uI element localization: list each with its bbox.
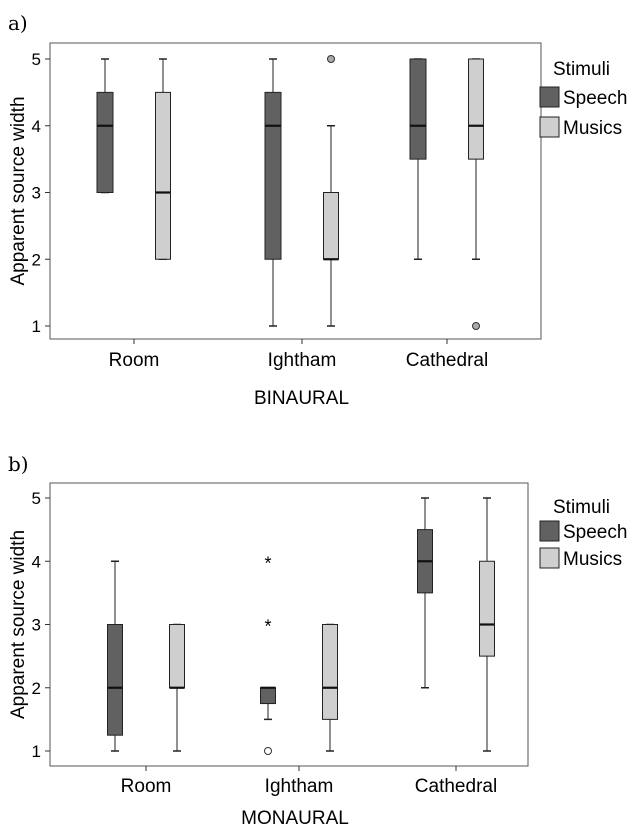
legend: Stimuli Speech Musics bbox=[539, 59, 627, 139]
y-tick-label: 3 bbox=[32, 616, 41, 635]
extreme-point: * bbox=[264, 553, 271, 573]
y-tick-label: 4 bbox=[32, 552, 41, 571]
outlier-point bbox=[264, 747, 272, 755]
panel-b: b) 1 2 3 4 5 Room Ightham Cathedral MONAURAL Appar… bbox=[8, 452, 627, 829]
x-tick-label: Cathedral bbox=[406, 350, 488, 371]
box-iqr bbox=[155, 91, 171, 260]
box-musics-cathedral bbox=[468, 58, 484, 330]
x-tick-label: Room bbox=[121, 776, 172, 797]
legend-swatch bbox=[539, 116, 560, 138]
x-tick-label: Ightham bbox=[265, 776, 334, 797]
outlier-point bbox=[472, 322, 480, 330]
box-musics-ightham bbox=[323, 55, 339, 327]
x-tick-label: Cathedral bbox=[415, 776, 497, 797]
legend-swatch bbox=[539, 547, 560, 569]
x-axis-label: MONAURAL bbox=[241, 808, 349, 829]
legend-swatch bbox=[539, 86, 560, 108]
box-iqr bbox=[322, 624, 338, 720]
box-iqr bbox=[96, 91, 114, 193]
box-iqr bbox=[409, 58, 427, 160]
plot-frame bbox=[49, 42, 542, 340]
box-speech-cathedral bbox=[417, 497, 433, 689]
y-tick-label: 1 bbox=[32, 742, 41, 761]
box-speech-ightham: ** bbox=[260, 553, 276, 755]
box-iqr bbox=[323, 192, 339, 260]
y-tick-label: 5 bbox=[32, 489, 41, 508]
box-musics-room bbox=[155, 58, 171, 260]
legend-title: Stimuli bbox=[553, 497, 610, 518]
legend-label: Musics bbox=[563, 118, 622, 139]
box-iqr bbox=[264, 91, 282, 260]
y-tick-label: 4 bbox=[32, 117, 41, 136]
box-speech-room bbox=[107, 560, 123, 752]
x-tick-label: Ightham bbox=[268, 350, 337, 371]
y-axis-label: Apparent source width bbox=[8, 530, 29, 719]
legend: Stimuli Speech Musics bbox=[539, 497, 627, 570]
y-tick-label: 1 bbox=[32, 317, 41, 336]
box-musics-cathedral bbox=[479, 497, 495, 752]
panel-label: a) bbox=[8, 11, 28, 35]
box-iqr bbox=[479, 560, 495, 657]
legend-label: Speech bbox=[563, 88, 627, 109]
y-axis-label: Apparent source width bbox=[8, 96, 29, 285]
box-iqr bbox=[468, 58, 484, 160]
y-tick-label: 2 bbox=[32, 250, 41, 269]
box-iqr bbox=[107, 624, 123, 736]
y-tick-label: 3 bbox=[32, 184, 41, 203]
panel-a: a) 1 2 3 4 5 Room Ightham Cathedral BINAURAL Appar… bbox=[8, 11, 627, 409]
legend-label: Speech bbox=[563, 522, 627, 543]
box-iqr bbox=[260, 687, 276, 705]
box-speech-room bbox=[96, 58, 114, 194]
box-speech-cathedral bbox=[409, 58, 427, 260]
y-tick-label: 2 bbox=[32, 679, 41, 698]
panel-label: b) bbox=[8, 452, 29, 476]
extreme-point: * bbox=[264, 617, 271, 637]
legend-title: Stimuli bbox=[553, 59, 610, 80]
legend-swatch bbox=[539, 520, 560, 542]
x-axis-label: BINAURAL bbox=[254, 388, 349, 409]
legend-label: Musics bbox=[563, 549, 622, 570]
box-iqr bbox=[169, 624, 185, 689]
y-tick-label: 5 bbox=[32, 50, 41, 69]
box-speech-ightham bbox=[264, 58, 282, 327]
x-tick-label: Room bbox=[109, 350, 160, 371]
outlier-point bbox=[327, 55, 335, 63]
box-musics-ightham bbox=[322, 623, 338, 752]
box-musics-room bbox=[169, 623, 185, 752]
